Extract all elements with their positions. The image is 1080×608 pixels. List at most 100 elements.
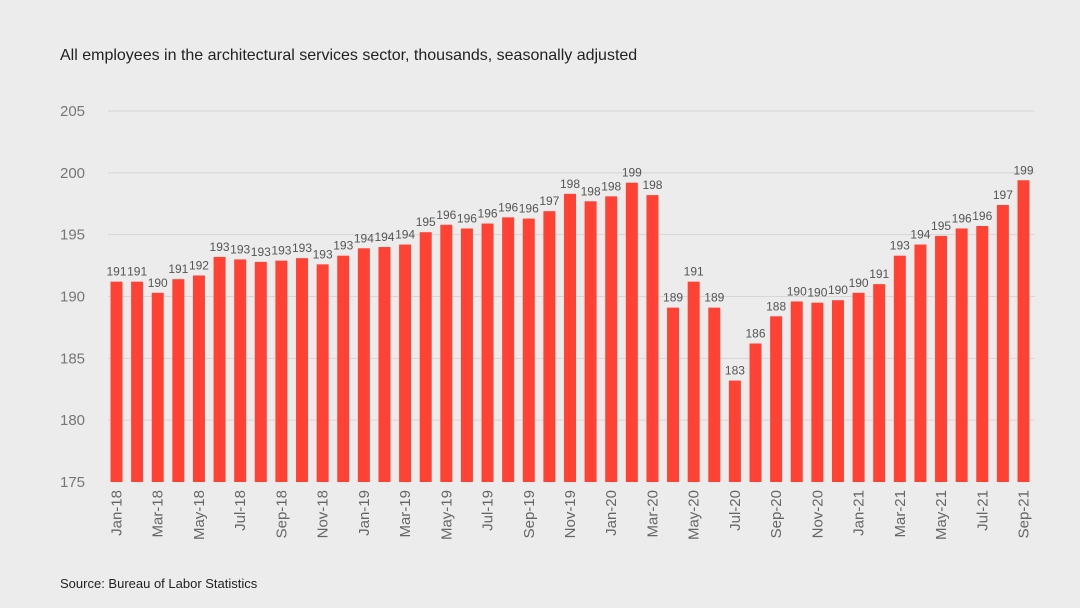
- data-label: 197: [993, 188, 1013, 202]
- y-tick-label: 190: [60, 289, 85, 306]
- bar: [749, 343, 762, 482]
- bar: [522, 218, 535, 482]
- bar: [543, 211, 556, 483]
- bar: [192, 275, 205, 482]
- data-label: 195: [931, 219, 951, 233]
- data-label: 196: [972, 209, 992, 223]
- source-note: Source: Bureau of Labor Statistics: [60, 576, 258, 591]
- data-label: 193: [890, 239, 910, 253]
- bar: [1017, 180, 1030, 482]
- data-label: 186: [746, 326, 766, 340]
- data-label: 191: [106, 265, 126, 279]
- data-label: 194: [354, 231, 374, 245]
- y-tick-label: 200: [60, 165, 85, 182]
- bar: [110, 281, 123, 482]
- bar: [378, 247, 391, 482]
- x-tick-label: Sep-19: [521, 490, 538, 538]
- data-label: 193: [313, 247, 333, 261]
- bar: [275, 260, 288, 482]
- x-tick-label: Jul-20: [727, 490, 744, 531]
- x-tick-label: Jul-19: [480, 490, 497, 531]
- data-label: 189: [704, 291, 724, 305]
- y-tick-label: 185: [60, 350, 85, 367]
- data-label: 190: [828, 283, 848, 297]
- data-label: 196: [952, 211, 972, 225]
- data-label: 193: [230, 242, 250, 256]
- bar: [399, 244, 412, 482]
- bar: [172, 279, 185, 482]
- data-label: 193: [210, 240, 230, 254]
- bar: [831, 300, 844, 482]
- x-tick-label: May-20: [686, 490, 703, 540]
- data-label: 191: [684, 265, 704, 279]
- x-tick-label: Jul-21: [974, 490, 991, 531]
- data-label: 191: [869, 267, 889, 281]
- bar: [502, 217, 515, 482]
- data-label: 198: [560, 177, 580, 191]
- data-label: 192: [189, 258, 209, 272]
- data-label: 193: [292, 241, 312, 255]
- data-label: 199: [622, 166, 642, 180]
- data-label: 183: [725, 364, 745, 378]
- data-label: 194: [374, 230, 394, 244]
- bar: [996, 204, 1009, 482]
- bar: [254, 261, 267, 482]
- x-tick-label: Jan-21: [851, 490, 868, 536]
- data-label: 193: [333, 239, 353, 253]
- bar: [976, 226, 989, 482]
- data-label: 194: [395, 228, 415, 242]
- x-tick-label: May-21: [933, 490, 950, 540]
- bar: [296, 258, 309, 482]
- data-label: 196: [478, 207, 498, 221]
- x-tick-label: Jan-19: [356, 490, 373, 536]
- data-label: 191: [168, 262, 188, 276]
- bar: [584, 201, 597, 482]
- data-label: 190: [148, 276, 168, 290]
- bar: [708, 307, 721, 482]
- x-tick-label: Nov-19: [562, 490, 579, 538]
- data-label: 194: [910, 228, 930, 242]
- data-label: 195: [416, 215, 436, 229]
- bar: [213, 256, 226, 482]
- data-label: 198: [601, 179, 621, 193]
- x-tick-label: May-19: [438, 490, 455, 540]
- bar: [770, 316, 783, 482]
- data-label: 199: [1013, 163, 1033, 177]
- x-tick-label: Mar-18: [150, 490, 167, 538]
- data-label: 196: [436, 208, 456, 222]
- y-tick-label: 175: [60, 474, 85, 491]
- y-tick-label: 195: [60, 227, 85, 244]
- bar: [893, 255, 906, 482]
- bar: [667, 307, 680, 482]
- bar: [687, 281, 700, 482]
- bar: [914, 244, 927, 482]
- x-tick-label: Mar-21: [892, 490, 909, 538]
- bar: [460, 228, 473, 482]
- x-tick-label: Mar-19: [397, 490, 414, 538]
- bar: [151, 292, 164, 482]
- bar: [935, 235, 948, 482]
- x-tick-label: May-18: [191, 490, 208, 540]
- y-axis-tick-labels: 175 180 185 190 195 200 205: [60, 103, 85, 491]
- bar: [564, 193, 576, 482]
- x-tick-label: Sep-18: [273, 490, 290, 538]
- bar: [852, 292, 865, 482]
- x-axis-tick-labels: Jan-18 Mar-18 May-18 Jul-18 Sep-18 Nov-18 Jan-…: [109, 490, 1033, 540]
- y-tick-label: 180: [60, 412, 85, 429]
- x-tick-label: Mar-20: [644, 490, 661, 538]
- bar: [646, 195, 659, 483]
- data-label: 197: [539, 194, 559, 208]
- data-label: 190: [807, 286, 827, 300]
- data-label: 188: [766, 299, 786, 313]
- data-label: 190: [849, 276, 869, 290]
- data-label: 191: [127, 265, 147, 279]
- bar: [234, 259, 247, 482]
- bar: [873, 284, 886, 482]
- bar: [337, 255, 350, 482]
- chart-title: All employees in the architectural servi…: [60, 47, 638, 64]
- data-label: 196: [457, 211, 477, 225]
- bar: [790, 301, 803, 482]
- bar: [625, 182, 638, 482]
- y-tick-label: 205: [60, 103, 85, 120]
